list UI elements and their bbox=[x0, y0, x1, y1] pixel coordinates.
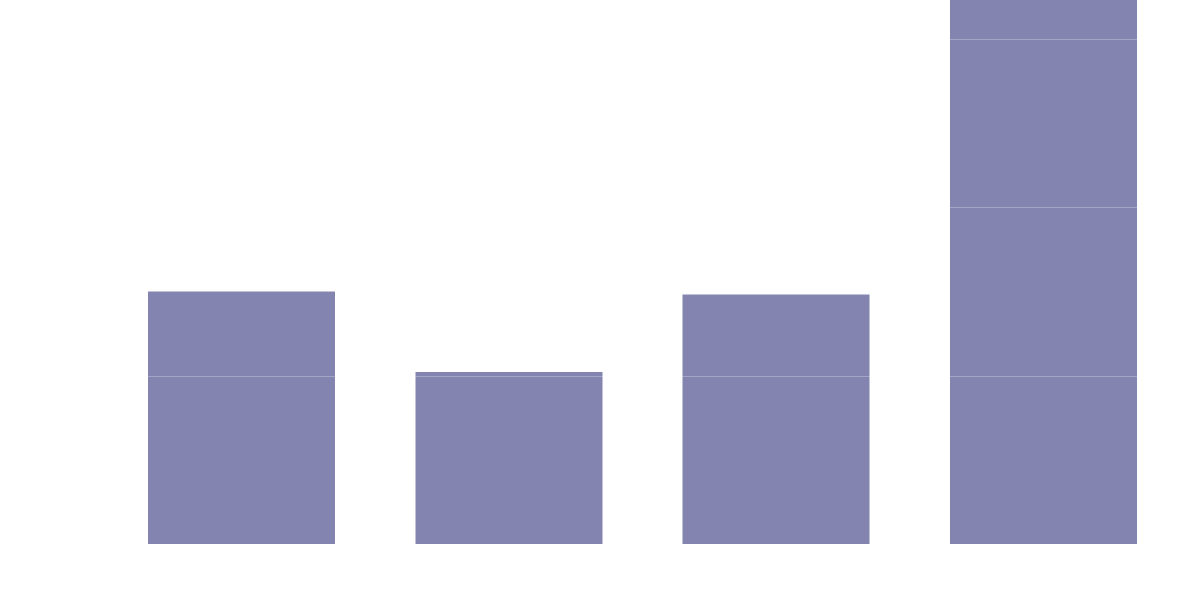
gridlines-group bbox=[148, 39, 1137, 377]
bar-3 bbox=[682, 294, 870, 544]
bars-group bbox=[148, 0, 1137, 544]
bar-2 bbox=[415, 372, 603, 544]
bar-4 bbox=[949, 0, 1137, 544]
bar-1 bbox=[148, 291, 335, 544]
